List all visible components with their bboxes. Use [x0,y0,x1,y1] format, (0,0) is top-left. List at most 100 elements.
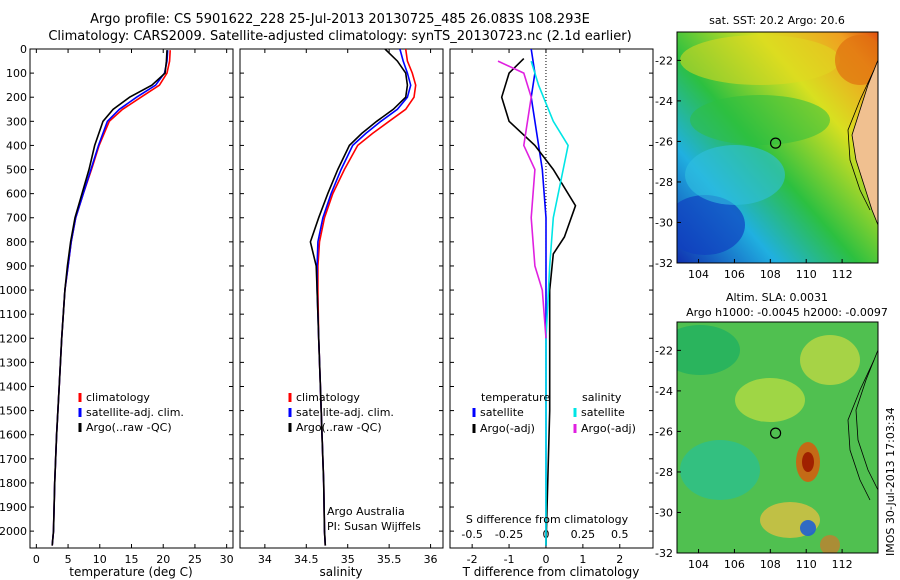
sla-bathymetry-contour [847,359,875,501]
lat-tick-label: -30 [655,506,673,519]
lon-tick-label: 104 [688,558,709,571]
x-tick-label: 30 [220,553,234,566]
s-tick-label: 0.5 [611,528,629,541]
sst-map-frame [676,31,879,264]
difference-axes-frame [449,48,654,549]
salinity-axes-frame [239,48,444,549]
t-difference-xlabel: T difference from climatology [462,565,640,579]
sla-map-subtitle: Argo h1000: -0.0045 h2000: -0.0097 [686,306,888,319]
lat-tick-label: -24 [655,95,673,108]
legend-label: satellite-adj. clim. [296,406,394,419]
x-tick-label: 35 [341,553,355,566]
lat-tick-label: -28 [655,176,673,189]
series-line-argo-raw-qc- [51,50,168,546]
legend-label: satellite [581,406,625,419]
lat-tick-label: -32 [655,257,673,270]
bathymetry-contour [847,69,875,211]
legend-header-salinity: salinity [582,391,622,404]
x-tick-label: 20 [156,553,170,566]
sla-peak [802,452,814,472]
depth-tick-label: 2000 [0,525,27,538]
sla-patch-1 [677,325,740,375]
cold-water-patch [677,195,745,255]
x-tick-label: 10 [93,553,107,566]
x-tick-label: 36 [424,553,438,566]
legend-label: satellite [480,406,524,419]
depth-tick-label: 600 [6,188,27,201]
sla-map-title: Altim. SLA: 0.0031 [726,291,828,304]
hot-water-patch [835,35,878,85]
series-line-satellite [530,60,569,546]
series-line-argo-adj- [500,58,577,546]
profile-location-marker [769,427,782,439]
temperature-panel: 0100200300400500600700800900100011001200… [0,43,234,579]
sla-patch-6 [820,535,840,553]
sla-patch-2 [735,378,805,422]
legend-label: Argo(..raw -QC) [296,421,382,434]
x-tick-label: 0 [542,553,549,566]
x-tick-label: -1 [504,553,515,566]
series-line-argo-adj- [497,60,547,339]
x-tick-label: 25 [188,553,202,566]
lon-tick-label: 110 [796,558,817,571]
legend-header-temperature: temperature [481,391,550,404]
salinity-xlabel: salinity [319,565,362,579]
sla-patch-4 [680,440,760,500]
owner-annotation: Argo Australia [327,505,405,518]
chart-subtitle: Climatology: CARS2009. Satellite-adjuste… [48,29,632,44]
depth-tick-label: 1000 [0,284,27,297]
lon-tick-label: 104 [688,268,709,281]
warm-water-patch [680,35,840,85]
depth-tick-label: 100 [6,67,27,80]
mid-water-patch [690,95,830,145]
lat-tick-label: -26 [655,135,673,148]
legend-label: Argo(-adj) [581,422,636,435]
depth-tick-label: 900 [6,260,27,273]
s-tick-label: -0.5 [461,528,482,541]
sst-map-title: sat. SST: 20.2 Argo: 20.6 [709,14,845,27]
lon-tick-label: 108 [760,268,781,281]
lat-tick-label: -22 [655,344,673,357]
depth-tick-label: 700 [6,212,27,225]
depth-tick-label: 1100 [0,308,27,321]
chart-title: Argo profile: CS 5901622_228 25-Jul-2013… [90,12,590,27]
lon-tick-label: 110 [796,268,817,281]
depth-tick-label: 1200 [0,332,27,345]
difference-panel: -2 -1 0 1 2-0.5 -0.25 0 0.25 0.5 temperature sali… [449,48,654,579]
lon-tick-label: 112 [832,268,853,281]
lat-tick-label: -24 [655,385,673,398]
lon-tick-label: 106 [724,268,745,281]
x-tick-label: 1 [579,553,586,566]
x-tick-label: 34 [258,553,272,566]
pi-annotation: PI: Susan Wijffels [327,520,421,533]
depth-tick-label: 1400 [0,380,27,393]
depth-tick-label: 1700 [0,453,27,466]
sst-map: sat. SST: 20.2 Argo: 20.6 104 106 108 110 11… [655,14,879,281]
x-tick-label: 2 [616,553,623,566]
depth-tick-label: 300 [6,115,27,128]
series-line-argo-raw-qc- [309,49,409,546]
depth-tick-label: 800 [6,236,27,249]
x-tick-label: 5 [65,553,72,566]
legend-label: climatology [86,391,150,404]
x-tick-label: 35.5 [377,553,402,566]
sla-patch-3 [800,335,860,385]
lon-tick-label: 106 [724,558,745,571]
legend-label: Argo(-adj) [480,422,535,435]
depth-tick-label: 1900 [0,501,27,514]
depth-tick-label: 0 [20,43,27,56]
lat-tick-label: -30 [655,216,673,229]
temperature-xlabel: temperature (deg C) [69,565,192,579]
depth-tick-label: 1800 [0,477,27,490]
temperature-axes-frame [29,48,234,549]
cool-water-patch [685,145,785,205]
s-difference-label: S difference from climatology [466,513,629,526]
depth-tick-label: 500 [6,164,27,177]
x-tick-label: -2 [467,553,478,566]
x-tick-label: 15 [125,553,139,566]
legend-label: satellite-adj. clim. [86,406,184,419]
lat-tick-label: -32 [655,547,673,560]
sla-coastline [855,349,878,491]
legend-label: Argo(..raw -QC) [86,421,172,434]
